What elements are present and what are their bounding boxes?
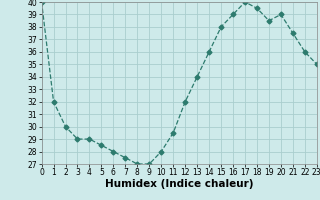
X-axis label: Humidex (Indice chaleur): Humidex (Indice chaleur): [105, 179, 253, 189]
